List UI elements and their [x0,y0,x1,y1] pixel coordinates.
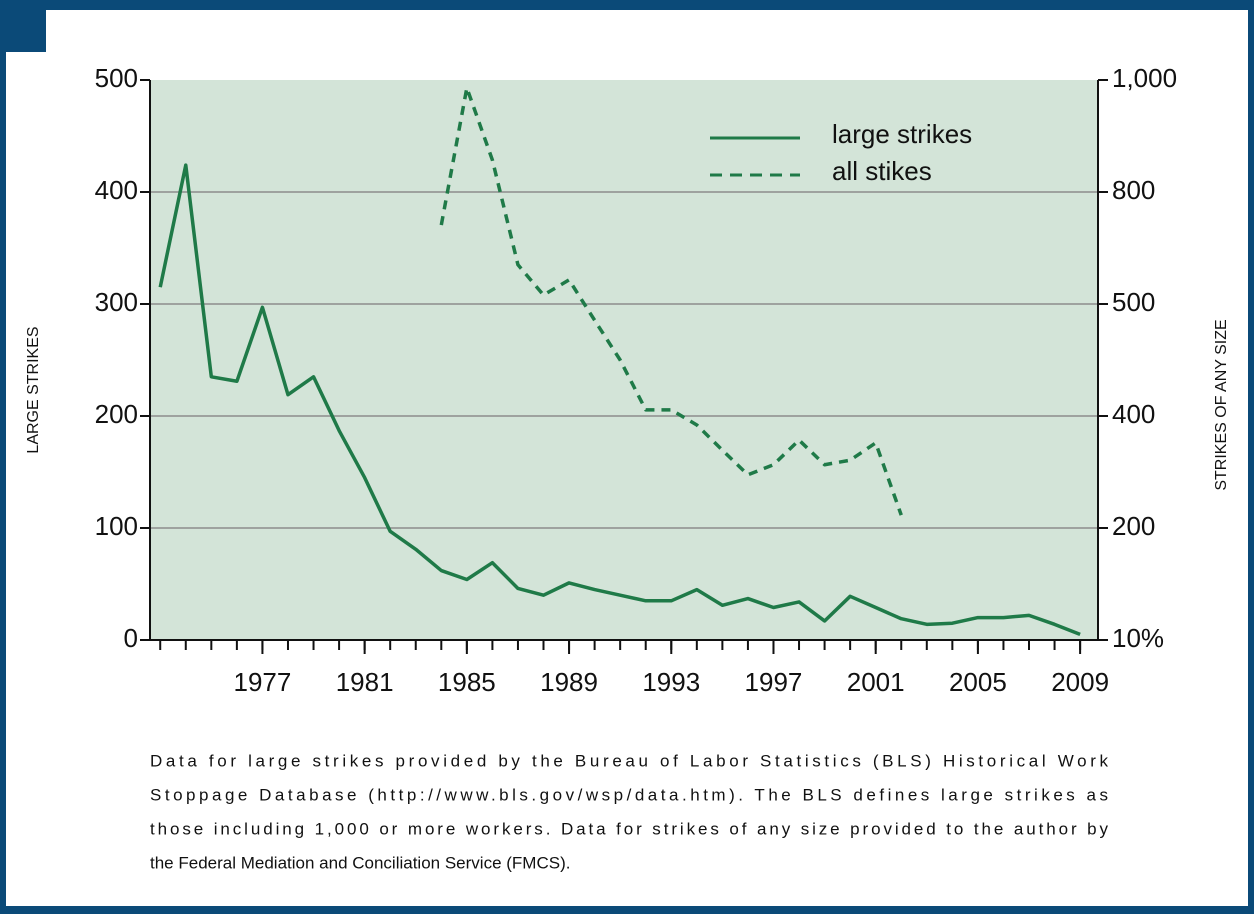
frame-bottom [0,906,1254,914]
y2-tick-label: 1,000 [1112,63,1177,93]
corner-block [0,0,46,52]
y2-axis-title: STRIKES OF ANY SIZE [1213,319,1230,490]
y2-tick-label: 200 [1112,511,1155,541]
y-tick-label: 500 [95,63,138,93]
x-tick-label: 2001 [847,667,905,697]
caption-line: Data for large strikes provided by the B… [150,751,1109,770]
x-tick-label: 1989 [540,667,598,697]
x-tick-label: 2005 [949,667,1007,697]
y2-tick-label: 500 [1112,287,1155,317]
x-tick-label: 1997 [745,667,803,697]
y2-tick-label: 10% [1112,623,1164,653]
series-line [158,163,1081,637]
x-tick-label: 1993 [642,667,700,697]
y-tick-label: 400 [95,175,138,205]
series-line [439,86,903,516]
x-tick-label: 1981 [336,667,394,697]
caption-line: the Federal Mediation and Conciliation S… [150,853,570,872]
plot-area [150,80,1098,640]
frame-left [0,0,6,914]
y-tick-label: 100 [95,511,138,541]
caption-line: Stoppage Database (http://www.bls.gov/ws… [150,785,1108,804]
x-tick-label: 1977 [234,667,292,697]
y-tick-label: 200 [95,399,138,429]
x-tick-label: 1985 [438,667,496,697]
y-axis-title: LARGE STRIKES [25,326,42,453]
legend-label: all stikes [832,156,932,186]
legend-label: large strikes [832,119,972,149]
y2-tick-label: 400 [1112,399,1155,429]
caption-line: those including 1,000 or more workers. D… [150,819,1109,838]
x-tick-label: 2009 [1051,667,1109,697]
y-tick-label: 300 [95,287,138,317]
y2-tick-label: 800 [1112,175,1155,205]
frame-top [0,0,1254,10]
y-tick-label: 0 [124,623,138,653]
frame-right [1248,0,1254,914]
